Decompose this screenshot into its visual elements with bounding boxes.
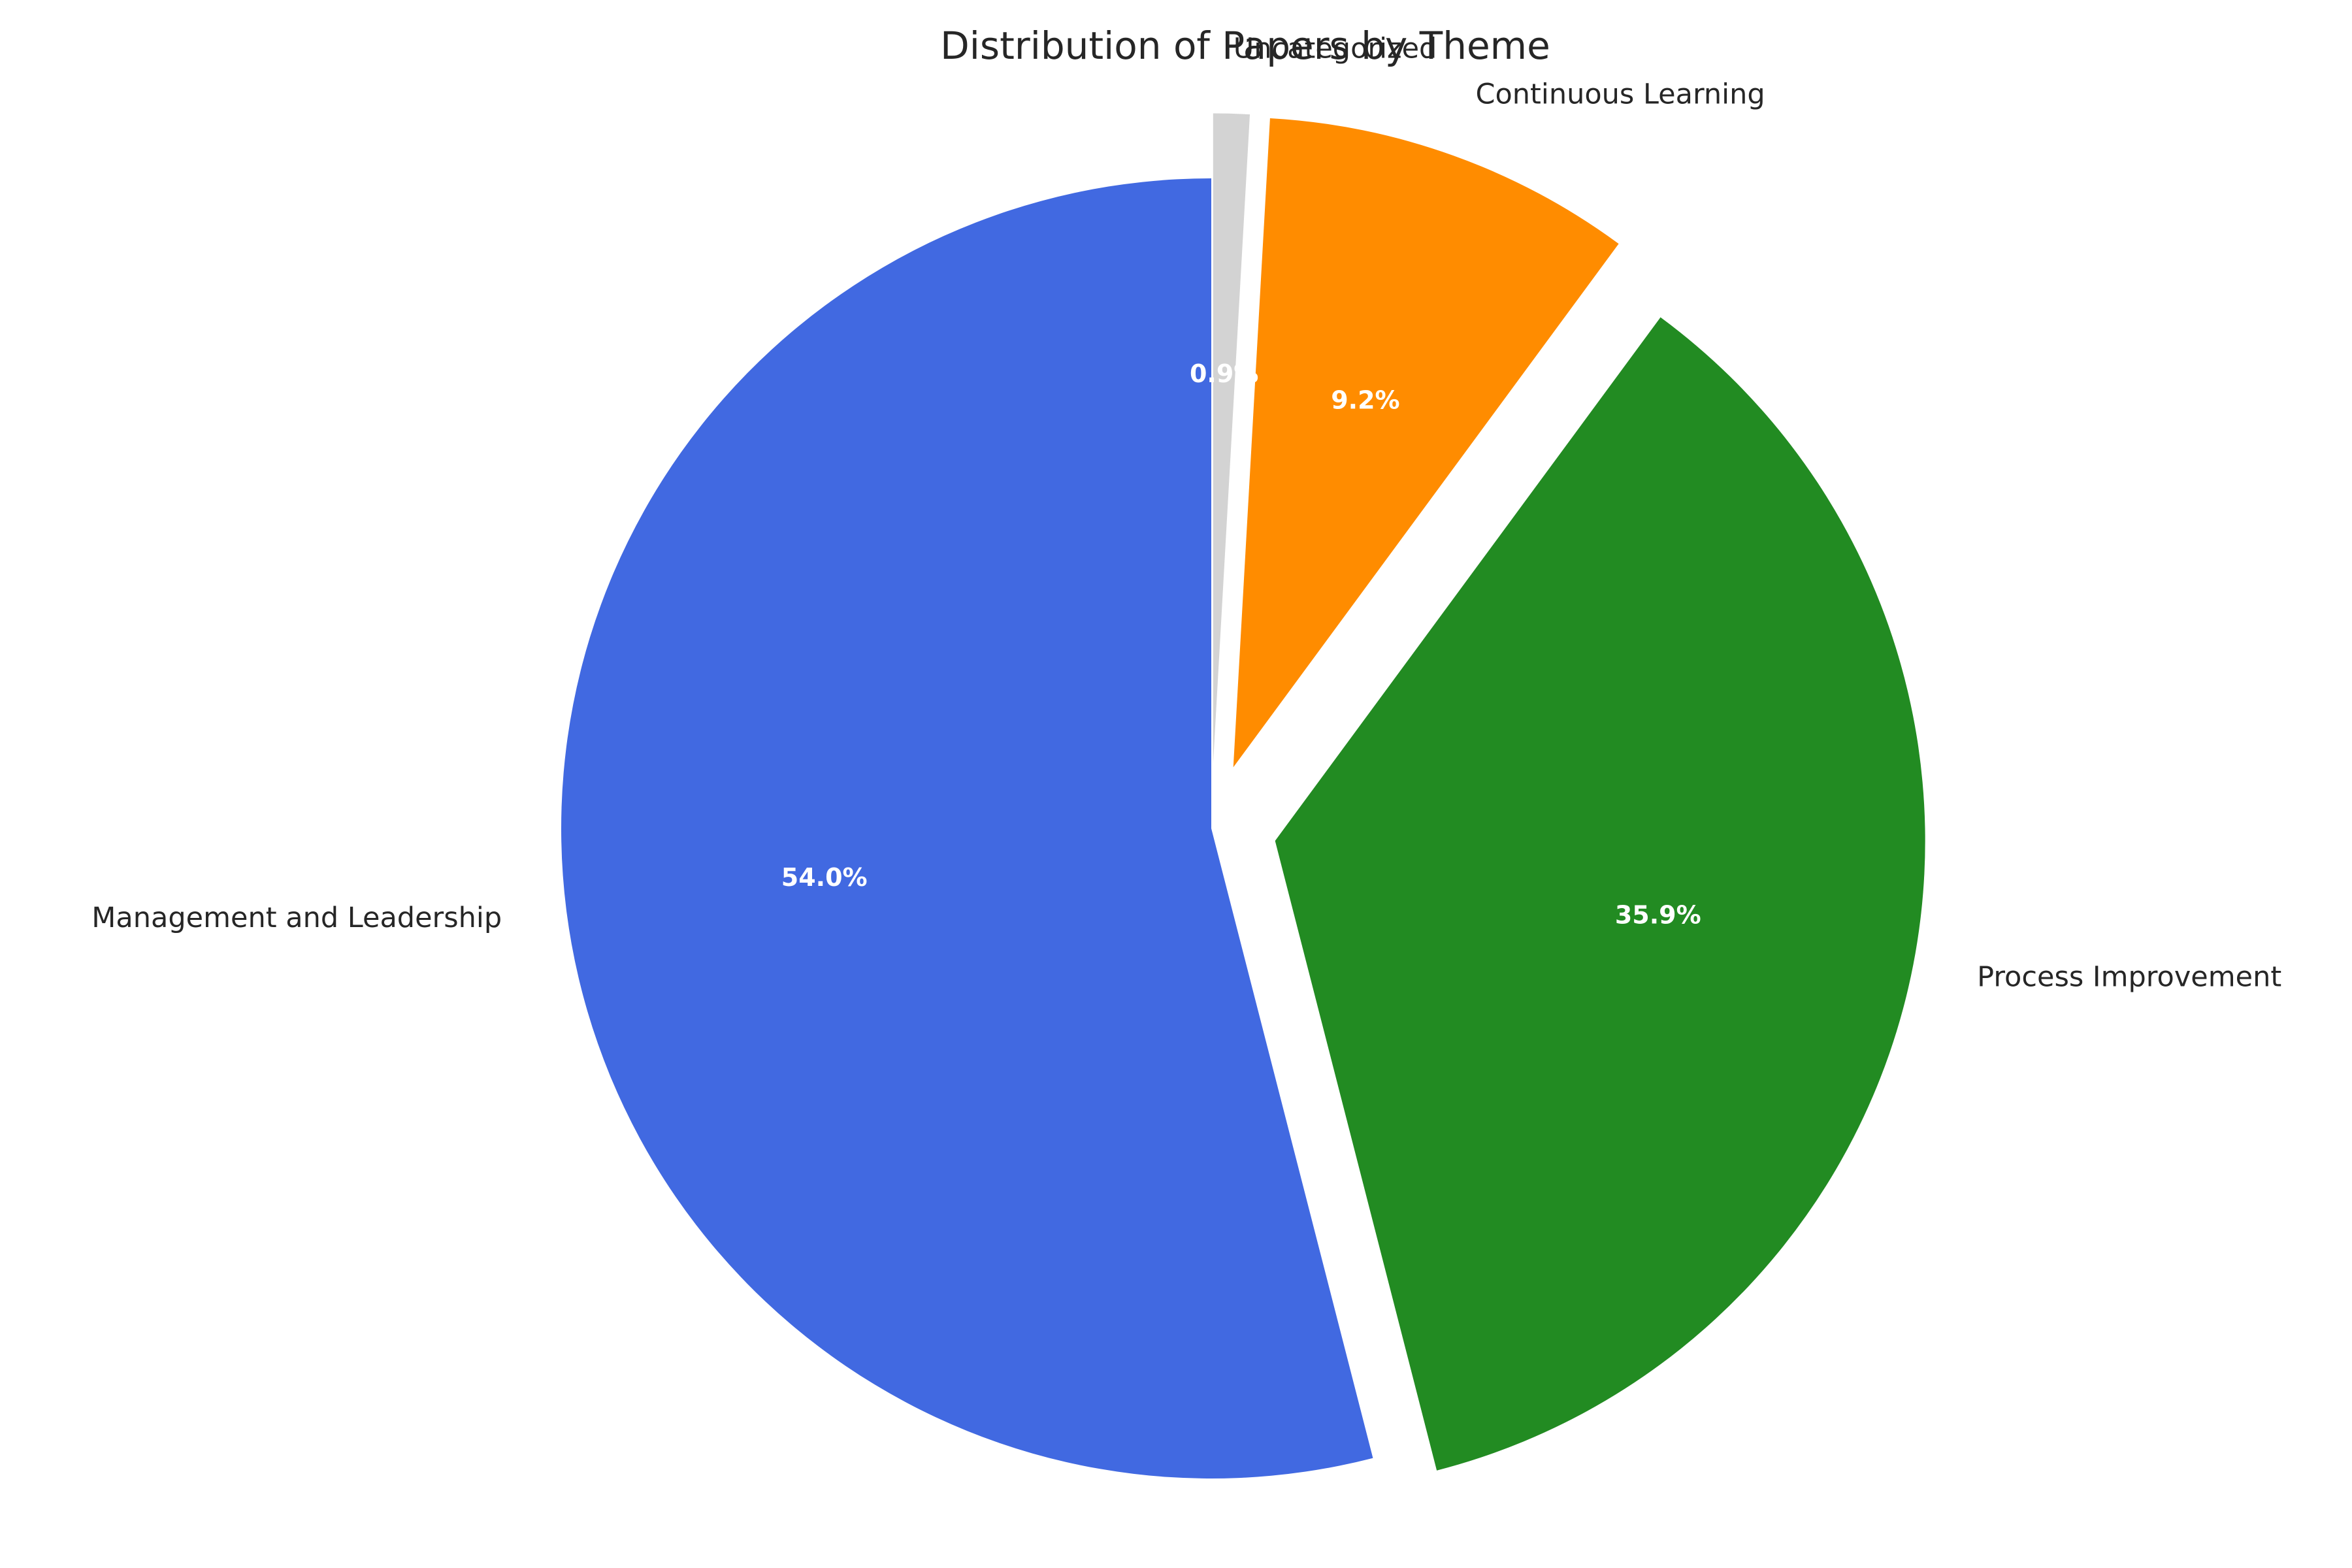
pie-slice-process-improvement (1275, 317, 1925, 1471)
pie-slice-management-and-leadership (561, 178, 1373, 1478)
slice-label-process-improvement: Process Improvement (1977, 960, 2281, 993)
pct-label-management-and-leadership: 54.0% (781, 863, 868, 892)
percentage-labels: 0.9% 9.2% 35.9% 54.0% (781, 359, 1701, 930)
pct-label-process-improvement: 35.9% (1615, 901, 1701, 930)
category-labels: Uncategorized Continuous Learning Process … (91, 32, 2281, 993)
pie-slice-uncategorized (1213, 113, 1250, 764)
pct-label-continuous-learning: 9.2% (1331, 386, 1399, 415)
slice-label-uncategorized: Uncategorized (1233, 32, 1437, 65)
pct-label-uncategorized: 0.9% (1190, 359, 1258, 388)
pie-slices (561, 113, 1925, 1478)
chart-title: Distribution of Papers by Theme (940, 24, 1550, 68)
slice-label-continuous-learning: Continuous Learning (1475, 78, 1765, 111)
slice-label-management-and-leadership: Management and Leadership (91, 902, 502, 934)
pie-slice-continuous-learning (1233, 118, 1619, 768)
